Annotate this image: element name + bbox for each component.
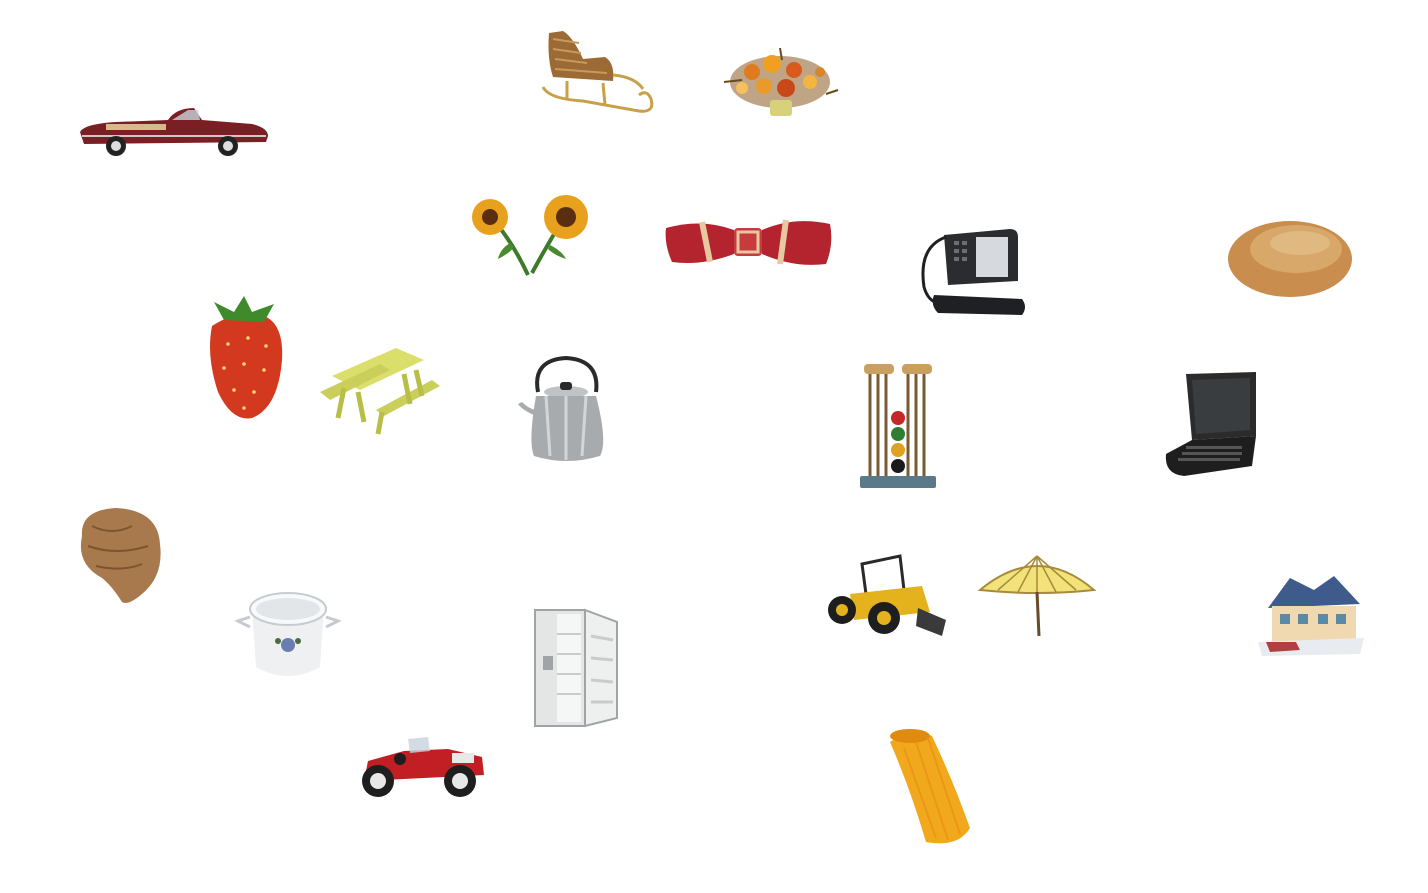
parasol-icon[interactable]: [977, 552, 1097, 638]
refrigerator-icon[interactable]: [533, 606, 619, 728]
macaroni-icon[interactable]: [886, 728, 974, 848]
sleigh-icon[interactable]: [541, 29, 659, 119]
picnic-table-icon[interactable]: [320, 348, 440, 436]
laptop-icon[interactable]: [1164, 370, 1260, 478]
sunflower-icon[interactable]: [470, 193, 594, 277]
bread-icon[interactable]: [1226, 215, 1354, 299]
telephone-icon[interactable]: [914, 227, 1030, 321]
vintage-car-icon[interactable]: [348, 731, 488, 803]
kettle-icon[interactable]: [516, 352, 608, 464]
convertible-car-icon[interactable]: [76, 100, 272, 162]
house-icon[interactable]: [1256, 568, 1366, 658]
strawberry-icon[interactable]: [204, 296, 284, 422]
croquet-set-icon[interactable]: [860, 360, 940, 492]
wig-icon[interactable]: [72, 506, 164, 606]
cooking-pot-icon[interactable]: [234, 587, 342, 683]
bow-tie-icon[interactable]: [662, 210, 834, 272]
bouquet-icon[interactable]: [722, 42, 840, 122]
tractor-icon[interactable]: [826, 554, 950, 638]
